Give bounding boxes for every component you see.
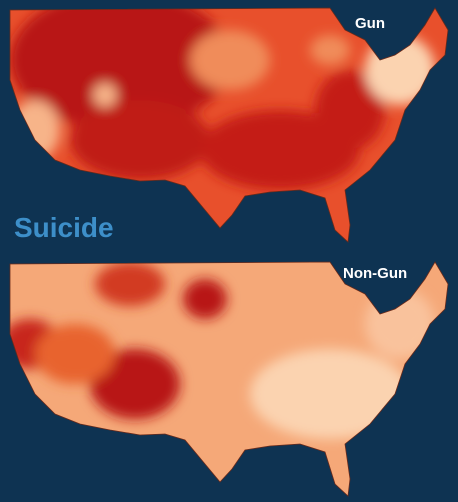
map-title: Suicide [14, 212, 114, 243]
gun-map: Gun [9, 7, 449, 243]
map-label: Non-Gun [343, 265, 407, 282]
map-label: Gun [355, 15, 385, 32]
